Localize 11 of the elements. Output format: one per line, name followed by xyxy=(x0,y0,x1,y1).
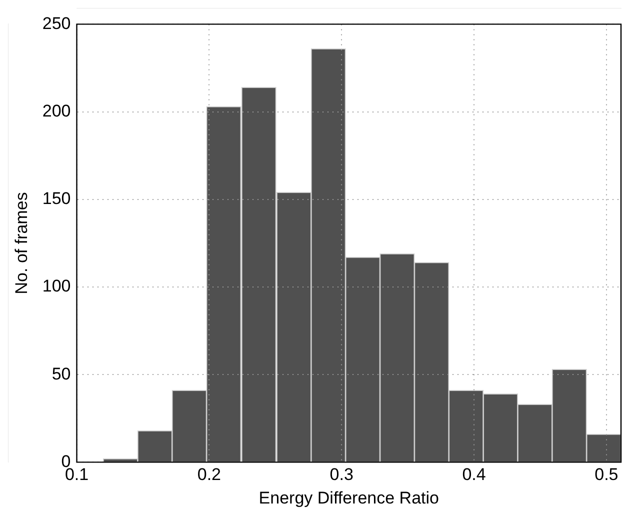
y-tick-label: 250 xyxy=(42,14,71,33)
x-tick-label: 0.5 xyxy=(594,465,618,484)
y-tick-label: 50 xyxy=(52,364,71,384)
y-tick-label: 150 xyxy=(42,189,71,208)
y-axis-title: No. of frames xyxy=(12,192,31,294)
x-tick-label: 0.2 xyxy=(197,465,221,484)
x-axis-title: Energy Difference Ratio xyxy=(258,488,439,508)
y-tick-label: 200 xyxy=(42,101,71,120)
x-tick-label: 0.3 xyxy=(330,465,354,484)
y-tick-label: 100 xyxy=(42,276,71,296)
x-tick-label: 0.4 xyxy=(462,465,486,484)
